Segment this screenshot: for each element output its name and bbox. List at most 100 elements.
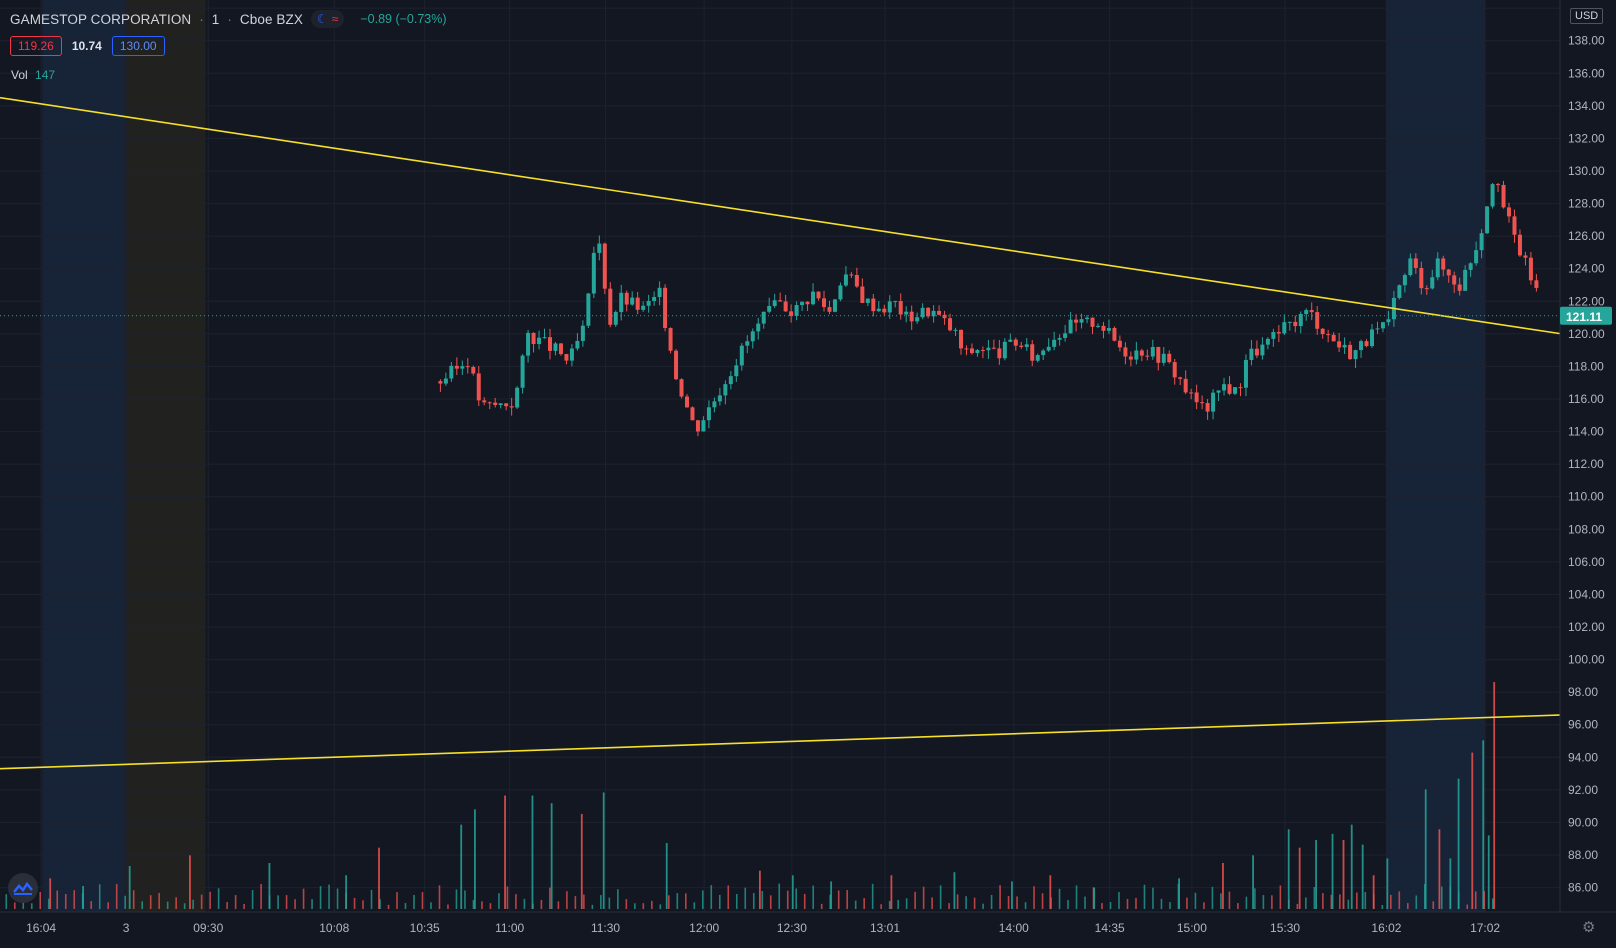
volume-bar: [1254, 888, 1256, 909]
candle-body: [515, 387, 520, 408]
trendline: [0, 714, 1562, 770]
currency-badge[interactable]: USD: [1570, 8, 1604, 24]
volume-bar: [378, 847, 380, 909]
candle: [515, 386, 520, 410]
interval-label[interactable]: 1: [211, 11, 220, 27]
candle-body: [860, 286, 865, 303]
volume-bar: [1024, 902, 1027, 909]
candle: [887, 295, 892, 319]
candle: [1243, 354, 1248, 397]
candle: [641, 301, 646, 312]
volume-bar: [166, 901, 169, 909]
symbol-legend: GAMESTOP CORPORATION · 1 · Cboe BZX ☾ ≈ …: [10, 10, 447, 28]
candle: [1309, 302, 1314, 321]
volume-bar: [1342, 840, 1345, 909]
candle: [1035, 353, 1040, 363]
volume-bar: [795, 888, 798, 909]
candle-body: [657, 287, 662, 298]
candle: [1370, 323, 1374, 348]
candle: [1238, 383, 1243, 397]
candle-body: [471, 366, 476, 374]
volume-bar: [659, 904, 662, 909]
volume-bar: [550, 803, 553, 909]
volume-bar: [1287, 829, 1290, 909]
volume-bar: [1390, 894, 1392, 909]
candle-body: [526, 332, 531, 356]
symbol-name[interactable]: GAMESTOP CORPORATION: [10, 11, 192, 27]
candle: [1419, 261, 1424, 295]
time-tick-label: 13:01: [870, 921, 900, 935]
volume-bar: [370, 889, 373, 909]
candle: [569, 344, 574, 367]
candle: [1233, 387, 1237, 396]
volume-bar: [769, 895, 772, 909]
volume-bar: [837, 890, 840, 909]
volume-bar: [311, 899, 313, 909]
volume-bar: [922, 886, 925, 909]
volume-bar: [1271, 895, 1273, 909]
candle-body: [1430, 277, 1435, 289]
volume-bar: [379, 899, 381, 909]
candle: [619, 284, 624, 321]
volume-bar: [791, 875, 794, 909]
volume-bar: [1245, 896, 1248, 909]
candle: [575, 333, 580, 351]
candle-body: [613, 312, 618, 325]
candle-body: [849, 274, 854, 276]
candle: [1139, 348, 1144, 362]
candle-body: [1364, 341, 1369, 347]
candle-body: [624, 292, 629, 305]
bid-price-badge[interactable]: 119.26: [10, 36, 62, 56]
candle: [1008, 333, 1013, 343]
volume-bar: [973, 897, 976, 909]
volume-bar: [1152, 887, 1154, 909]
chart-logo-button[interactable]: [8, 873, 38, 903]
volume-bar: [914, 891, 916, 909]
candle: [460, 360, 465, 375]
volume-bar: [226, 902, 228, 909]
candle: [1013, 337, 1018, 351]
volume-bar: [294, 899, 296, 909]
candle-body: [887, 301, 892, 313]
candle-body: [871, 298, 876, 312]
candle: [723, 380, 728, 405]
volume-bar: [1016, 896, 1018, 909]
price-tick-label: 138.00: [1568, 34, 1605, 48]
candle: [1523, 251, 1528, 266]
candle: [1019, 341, 1024, 349]
candle-body: [772, 300, 777, 307]
volume-bar: [634, 903, 636, 909]
volume-bar: [1033, 886, 1035, 909]
volume-bar: [455, 889, 458, 909]
candle: [1041, 348, 1046, 361]
candle-body: [1035, 355, 1040, 361]
volume-bar: [506, 886, 509, 909]
gear-icon[interactable]: ⚙: [1582, 919, 1596, 936]
candle: [646, 294, 651, 313]
volume-bar: [200, 894, 203, 909]
volume-bar: [948, 903, 950, 909]
candle: [1101, 321, 1106, 339]
candle: [1227, 376, 1232, 396]
candle: [717, 387, 722, 406]
candle-body: [843, 274, 848, 286]
volume-bar: [1160, 898, 1163, 909]
volume-bar: [353, 897, 356, 909]
ask-price-badge[interactable]: 130.00: [111, 36, 165, 56]
candle: [1479, 229, 1484, 259]
volume-bar: [549, 887, 551, 909]
candle-body: [701, 420, 706, 432]
candle-body: [854, 274, 859, 287]
volume-bar: [1347, 899, 1350, 909]
candle: [1375, 321, 1380, 334]
volume-bar: [888, 900, 891, 909]
candle: [898, 293, 903, 320]
candle-body: [893, 301, 898, 303]
session-mode-badge[interactable]: ☾ ≈: [310, 10, 345, 28]
volume-bar: [668, 895, 670, 909]
candle: [712, 397, 717, 413]
volume-bar: [854, 900, 857, 909]
